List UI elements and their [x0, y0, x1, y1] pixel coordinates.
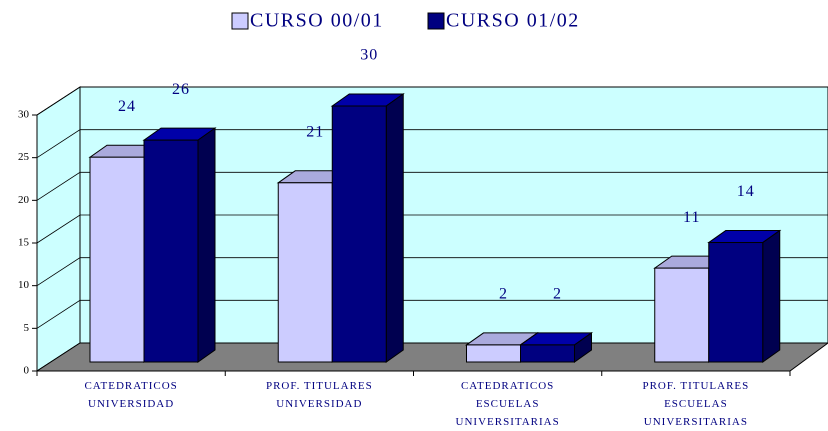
grid-line — [36, 214, 828, 244]
y-tick-label: 5 — [24, 322, 30, 334]
value-label: 14 — [737, 183, 755, 200]
grid-line — [36, 257, 828, 287]
value-label: 2 — [553, 286, 562, 303]
bar — [331, 105, 387, 363]
bar-side — [197, 127, 216, 363]
grid-line — [36, 299, 828, 329]
legend-swatch — [231, 12, 249, 30]
grid-line — [36, 129, 828, 159]
bar — [143, 139, 199, 363]
legend-swatch — [427, 12, 445, 30]
bar — [520, 344, 575, 363]
bar — [89, 156, 145, 363]
value-label: 30 — [360, 47, 378, 64]
bar — [277, 182, 333, 363]
y-tick-label: 15 — [18, 237, 30, 249]
y-tick-label: 0 — [24, 365, 30, 377]
value-label: 24 — [118, 98, 136, 115]
x-tick-label: CATEDRATICOS ESCUELAS UNIVERSITARIAS — [456, 380, 560, 428]
y-tick-label: 10 — [18, 279, 30, 291]
x-tick-label: PROF. TITULARES ESCUELAS UNIVERSITARIAS — [642, 380, 749, 428]
y-tick-label: 20 — [18, 194, 30, 206]
value-label: 2 — [499, 286, 508, 303]
y-tick-label: 25 — [18, 151, 30, 163]
bar — [708, 242, 764, 363]
x-tick-label: PROF. TITULARES UNIVERSIDAD — [266, 380, 373, 410]
bar — [654, 267, 710, 363]
grid-line — [36, 171, 828, 201]
bar-side — [762, 229, 781, 363]
bar — [466, 344, 521, 363]
value-label: 11 — [683, 209, 700, 226]
value-label: 21 — [306, 123, 324, 140]
legend-label: CURSO 01/02 — [446, 10, 580, 32]
bar-side — [385, 93, 404, 363]
y-tick-label: 30 — [18, 109, 30, 121]
grid-line — [36, 86, 828, 116]
x-tick-label: CATEDRATICOS UNIVERSIDAD — [84, 380, 177, 410]
legend-label: CURSO 00/01 — [250, 10, 384, 32]
value-label: 26 — [172, 81, 190, 98]
